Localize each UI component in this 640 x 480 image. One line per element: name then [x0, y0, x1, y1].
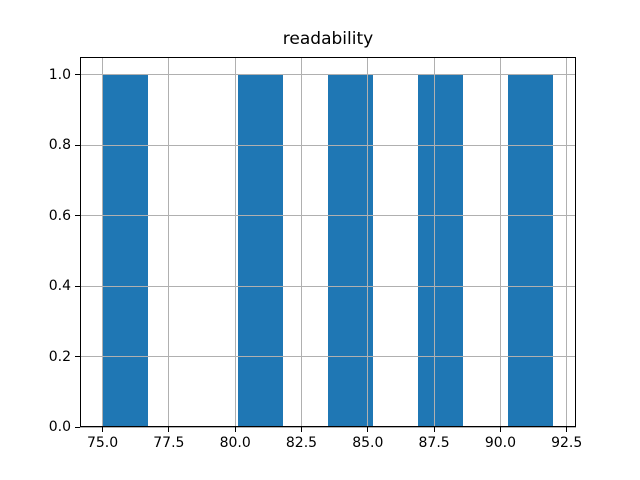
y-tick-mark: [75, 285, 80, 287]
y-tick-label: 0.0: [48, 419, 71, 435]
x-tick-mark: [499, 427, 501, 432]
x-tick-mark: [433, 427, 435, 432]
y-gridline: [80, 144, 576, 146]
plot-area: [80, 57, 576, 428]
y-gridline: [80, 356, 576, 358]
x-gridline: [566, 57, 568, 427]
x-tick-label: 80.0: [219, 435, 251, 451]
y-gridline: [80, 74, 576, 76]
x-gridline: [102, 57, 104, 427]
x-tick-label: 92.5: [551, 435, 583, 451]
x-tick-mark: [234, 427, 236, 432]
x-tick-label: 85.0: [352, 435, 384, 451]
chart-title: readability: [282, 29, 374, 49]
x-tick-mark: [300, 427, 302, 432]
y-tick-label: 1.0: [48, 66, 71, 83]
x-gridline: [168, 57, 170, 427]
x-tick-mark: [168, 427, 170, 432]
x-tick-label: 82.5: [285, 435, 318, 451]
histogram-bar: [102, 74, 148, 427]
x-gridline: [499, 57, 501, 427]
x-gridline: [367, 57, 369, 427]
y-gridline: [80, 426, 576, 428]
x-tick-label: 75.0: [86, 435, 119, 451]
y-tick-label: 0.2: [48, 348, 71, 365]
x-gridline: [433, 57, 435, 427]
y-tick-label: 0.4: [48, 278, 71, 295]
histogram-bar: [508, 74, 554, 427]
x-tick-mark: [367, 427, 369, 432]
x-tick-label: 90.0: [484, 435, 516, 451]
y-tick-mark: [75, 426, 80, 428]
histogram-bar: [418, 74, 464, 427]
histogram-bar: [237, 74, 283, 427]
x-gridline: [300, 57, 302, 427]
y-tick-label: 0.6: [48, 207, 71, 224]
histogram-bar: [328, 74, 374, 427]
y-tick-mark: [75, 144, 80, 146]
x-tick-mark: [102, 427, 104, 432]
y-gridline: [80, 285, 576, 287]
x-tick-label: 77.5: [153, 435, 185, 451]
y-tick-mark: [75, 215, 80, 217]
y-tick-label: 0.8: [48, 137, 71, 154]
y-tick-mark: [75, 74, 80, 76]
y-gridline: [80, 215, 576, 217]
x-tick-mark: [566, 427, 568, 432]
x-gridline: [234, 57, 236, 427]
y-tick-mark: [75, 356, 80, 358]
x-tick-label: 87.5: [418, 435, 450, 451]
